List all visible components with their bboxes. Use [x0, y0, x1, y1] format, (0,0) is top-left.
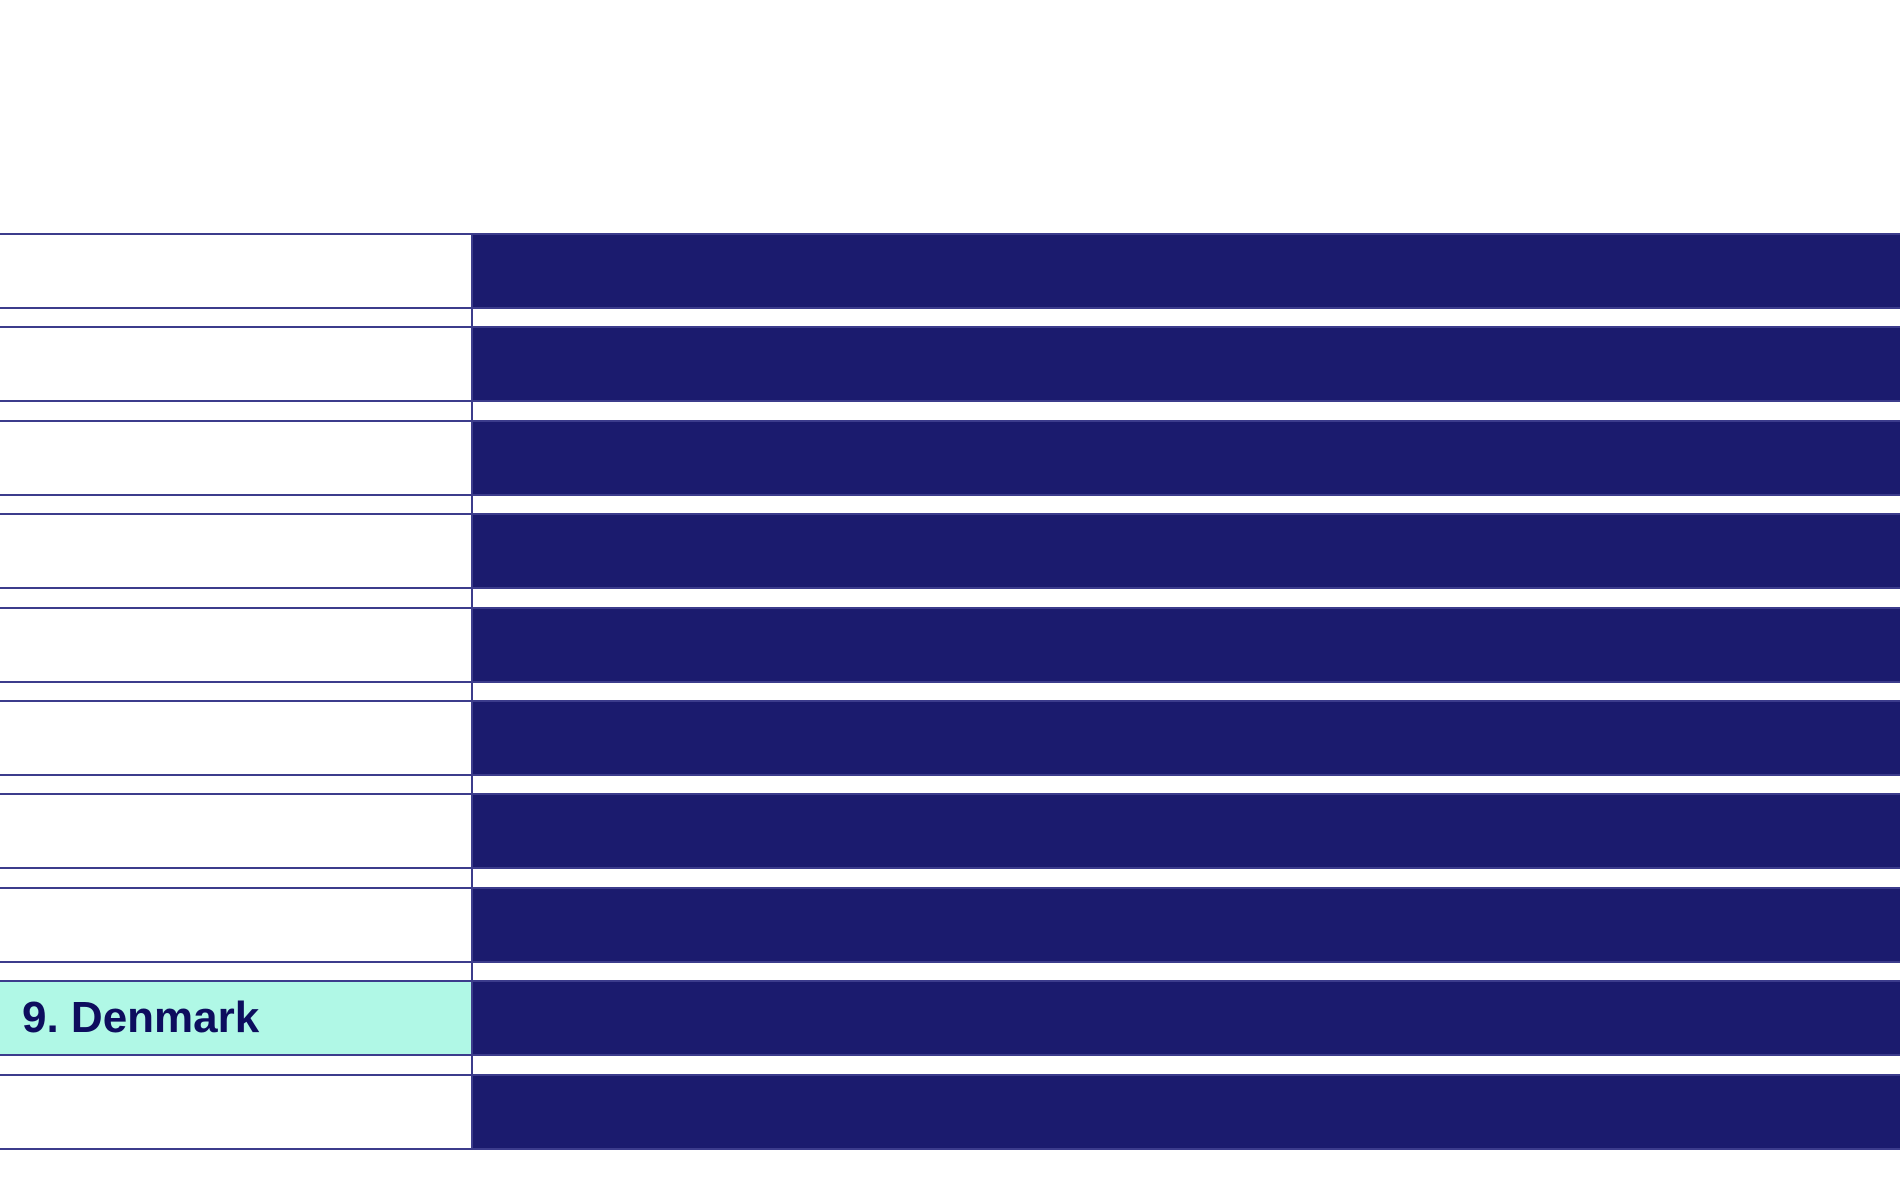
row-divider — [0, 495, 473, 514]
ranking-row — [0, 326, 1900, 403]
ranking-row — [0, 700, 1900, 776]
row-label-cell — [0, 702, 473, 774]
row-bar — [473, 795, 1900, 868]
ranking-row — [0, 1073, 1900, 1150]
row-bar — [473, 421, 1900, 494]
row-label-cell — [0, 235, 473, 307]
row-bar — [473, 515, 1900, 588]
row-label-cell — [0, 1075, 473, 1148]
row-bar — [473, 328, 1900, 401]
row-divider — [0, 682, 473, 701]
ranking-row — [0, 233, 1900, 309]
row-divider — [0, 402, 473, 421]
row-bar — [473, 888, 1900, 961]
row-label-cell — [0, 888, 473, 961]
row-bar — [473, 982, 1900, 1055]
row-divider — [0, 309, 473, 327]
row-label-cell — [0, 515, 473, 588]
row-bar — [473, 235, 1900, 307]
row-divider — [0, 962, 473, 981]
row-divider — [0, 1056, 473, 1075]
row-label-cell — [0, 608, 473, 681]
ranking-row: 9. Denmark — [0, 980, 1900, 1057]
row-label-cell — [0, 421, 473, 494]
row-label: 9. Denmark — [22, 993, 260, 1043]
row-label-cell — [0, 795, 473, 868]
row-label-cell — [0, 328, 473, 401]
row-bar — [473, 1075, 1900, 1148]
ranking-row — [0, 513, 1900, 590]
ranking-row — [0, 606, 1900, 683]
ranking-row — [0, 793, 1900, 870]
row-divider — [0, 776, 473, 794]
row-divider — [0, 869, 473, 888]
ranking-row — [0, 886, 1900, 963]
ranking-row — [0, 419, 1900, 496]
row-bar — [473, 608, 1900, 681]
row-label-cell: 9. Denmark — [0, 982, 473, 1055]
row-bar — [473, 702, 1900, 774]
row-divider — [0, 589, 473, 608]
